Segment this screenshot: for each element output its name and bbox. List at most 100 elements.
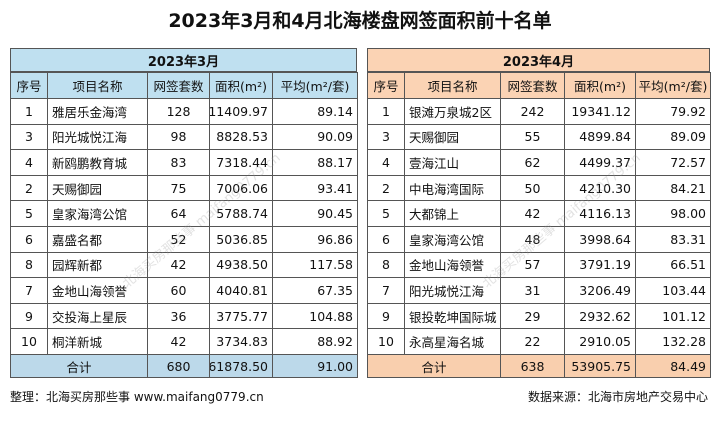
table-cell: 10	[10, 328, 48, 355]
table-cell: 55	[500, 123, 565, 151]
table-cell: 新鸥鹏教育城	[47, 149, 148, 176]
table-cell: 2	[367, 174, 405, 202]
total-cell: 合计	[367, 354, 501, 378]
table-cell: 4116.13	[564, 200, 636, 227]
table-cell: 42	[500, 200, 565, 227]
table-cell: 5788.74	[209, 200, 273, 227]
table-cell: 93.41	[272, 174, 358, 202]
total-cell: 合计	[10, 354, 148, 378]
table-cell: 62	[500, 149, 565, 176]
table-cell: 8828.53	[209, 123, 273, 151]
table-cell: 104.88	[272, 302, 358, 330]
column-header: 网签套数	[500, 72, 565, 99]
table-cell: 10	[367, 328, 405, 355]
table-cell: 52	[147, 226, 210, 253]
table-cell: 64	[147, 200, 210, 227]
table-cell: 3791.19	[564, 251, 636, 279]
table-cell: 银滩万泉城2区	[404, 98, 501, 125]
total-cell: 680	[147, 354, 210, 378]
table-cell: 7	[10, 277, 48, 304]
table-cell: 60	[147, 277, 210, 304]
table-cell: 阳光城悦江海	[47, 123, 148, 151]
table-cell: 90.09	[272, 123, 358, 151]
table-cell: 101.12	[635, 302, 711, 330]
table-cell: 132.28	[635, 328, 711, 355]
footer-right: 数据来源：北海市房地产交易中心	[527, 390, 708, 404]
table-cell: 4938.50	[209, 251, 273, 279]
column-header: 平均(m²/套)	[272, 72, 358, 99]
table-cell: 4	[10, 149, 48, 176]
table-cell: 98.00	[635, 200, 711, 227]
table-cell: 75	[147, 174, 210, 202]
table-cell: 128	[147, 98, 210, 125]
table-cell: 50	[500, 174, 565, 202]
table-cell: 19341.12	[564, 98, 636, 125]
table-cell: 8	[367, 251, 405, 279]
column-header: 平均(m²/套)	[635, 72, 711, 99]
table-cell: 3775.77	[209, 302, 273, 330]
column-header: 面积(m²)	[564, 72, 636, 99]
table-caption: 2023年4月	[367, 48, 710, 72]
table-cell: 皇家海湾公馆	[47, 200, 148, 227]
table-cell: 9	[10, 302, 48, 330]
table-cell: 42	[147, 328, 210, 355]
table-cell: 22	[500, 328, 565, 355]
table-cell: 4040.81	[209, 277, 273, 304]
table-cell: 1	[367, 98, 405, 125]
table-cell: 皇家海湾公馆	[404, 226, 501, 253]
table-cell: 金地山海领誉	[47, 277, 148, 304]
table-cell: 嘉盛名都	[47, 226, 148, 253]
table-cell: 阳光城悦江海	[404, 277, 501, 304]
table-cell: 4210.30	[564, 174, 636, 202]
total-cell: 638	[500, 354, 565, 378]
table-cell: 48	[500, 226, 565, 253]
table-cell: 2932.62	[564, 302, 636, 330]
table-cell: 银投乾坤国际城	[404, 302, 501, 330]
table-cell: 103.44	[635, 277, 711, 304]
footer-left: 整理：北海买房那些事 www.maifang0779.cn	[10, 390, 264, 404]
table-cell: 66.51	[635, 251, 711, 279]
table-cell: 83.31	[635, 226, 711, 253]
table-cell: 4499.37	[564, 149, 636, 176]
table-cell: 桐洋新城	[47, 328, 148, 355]
column-header: 面积(m²)	[209, 72, 273, 99]
table-cell: 29	[500, 302, 565, 330]
table-cell: 壹海江山	[404, 149, 501, 176]
column-header: 网签套数	[147, 72, 210, 99]
table-cell: 天赐御园	[47, 174, 148, 202]
table-cell: 90.45	[272, 200, 358, 227]
table-cell: 7	[367, 277, 405, 304]
table-cell: 5036.85	[209, 226, 273, 253]
table-cell: 67.35	[272, 277, 358, 304]
table-cell: 84.21	[635, 174, 711, 202]
table-cell: 园辉新都	[47, 251, 148, 279]
table-cell: 2	[10, 174, 48, 202]
table-cell: 6	[10, 226, 48, 253]
table-cell: 242	[500, 98, 565, 125]
table-cell: 96.86	[272, 226, 358, 253]
table-cell: 3998.64	[564, 226, 636, 253]
table-cell: 交投海上星辰	[47, 302, 148, 330]
column-header: 序号	[10, 72, 48, 99]
table-cell: 5	[10, 200, 48, 227]
table-cell: 6	[367, 226, 405, 253]
table-cell: 9	[367, 302, 405, 330]
table-cell: 42	[147, 251, 210, 279]
table-cell: 7006.06	[209, 174, 273, 202]
table-cell: 83	[147, 149, 210, 176]
table-cell: 2910.05	[564, 328, 636, 355]
column-header: 序号	[367, 72, 405, 99]
table-cell: 3	[367, 123, 405, 151]
table-caption: 2023年3月	[10, 48, 357, 72]
table-cell: 57	[500, 251, 565, 279]
table-cell: 72.57	[635, 149, 711, 176]
total-cell: 91.00	[272, 354, 358, 378]
table-cell: 79.92	[635, 98, 711, 125]
table-cell: 4	[367, 149, 405, 176]
total-cell: 53905.75	[564, 354, 636, 378]
column-header: 项目名称	[404, 72, 501, 99]
table-cell: 88.17	[272, 149, 358, 176]
table-cell: 天赐御园	[404, 123, 501, 151]
table-cell: 8	[10, 251, 48, 279]
